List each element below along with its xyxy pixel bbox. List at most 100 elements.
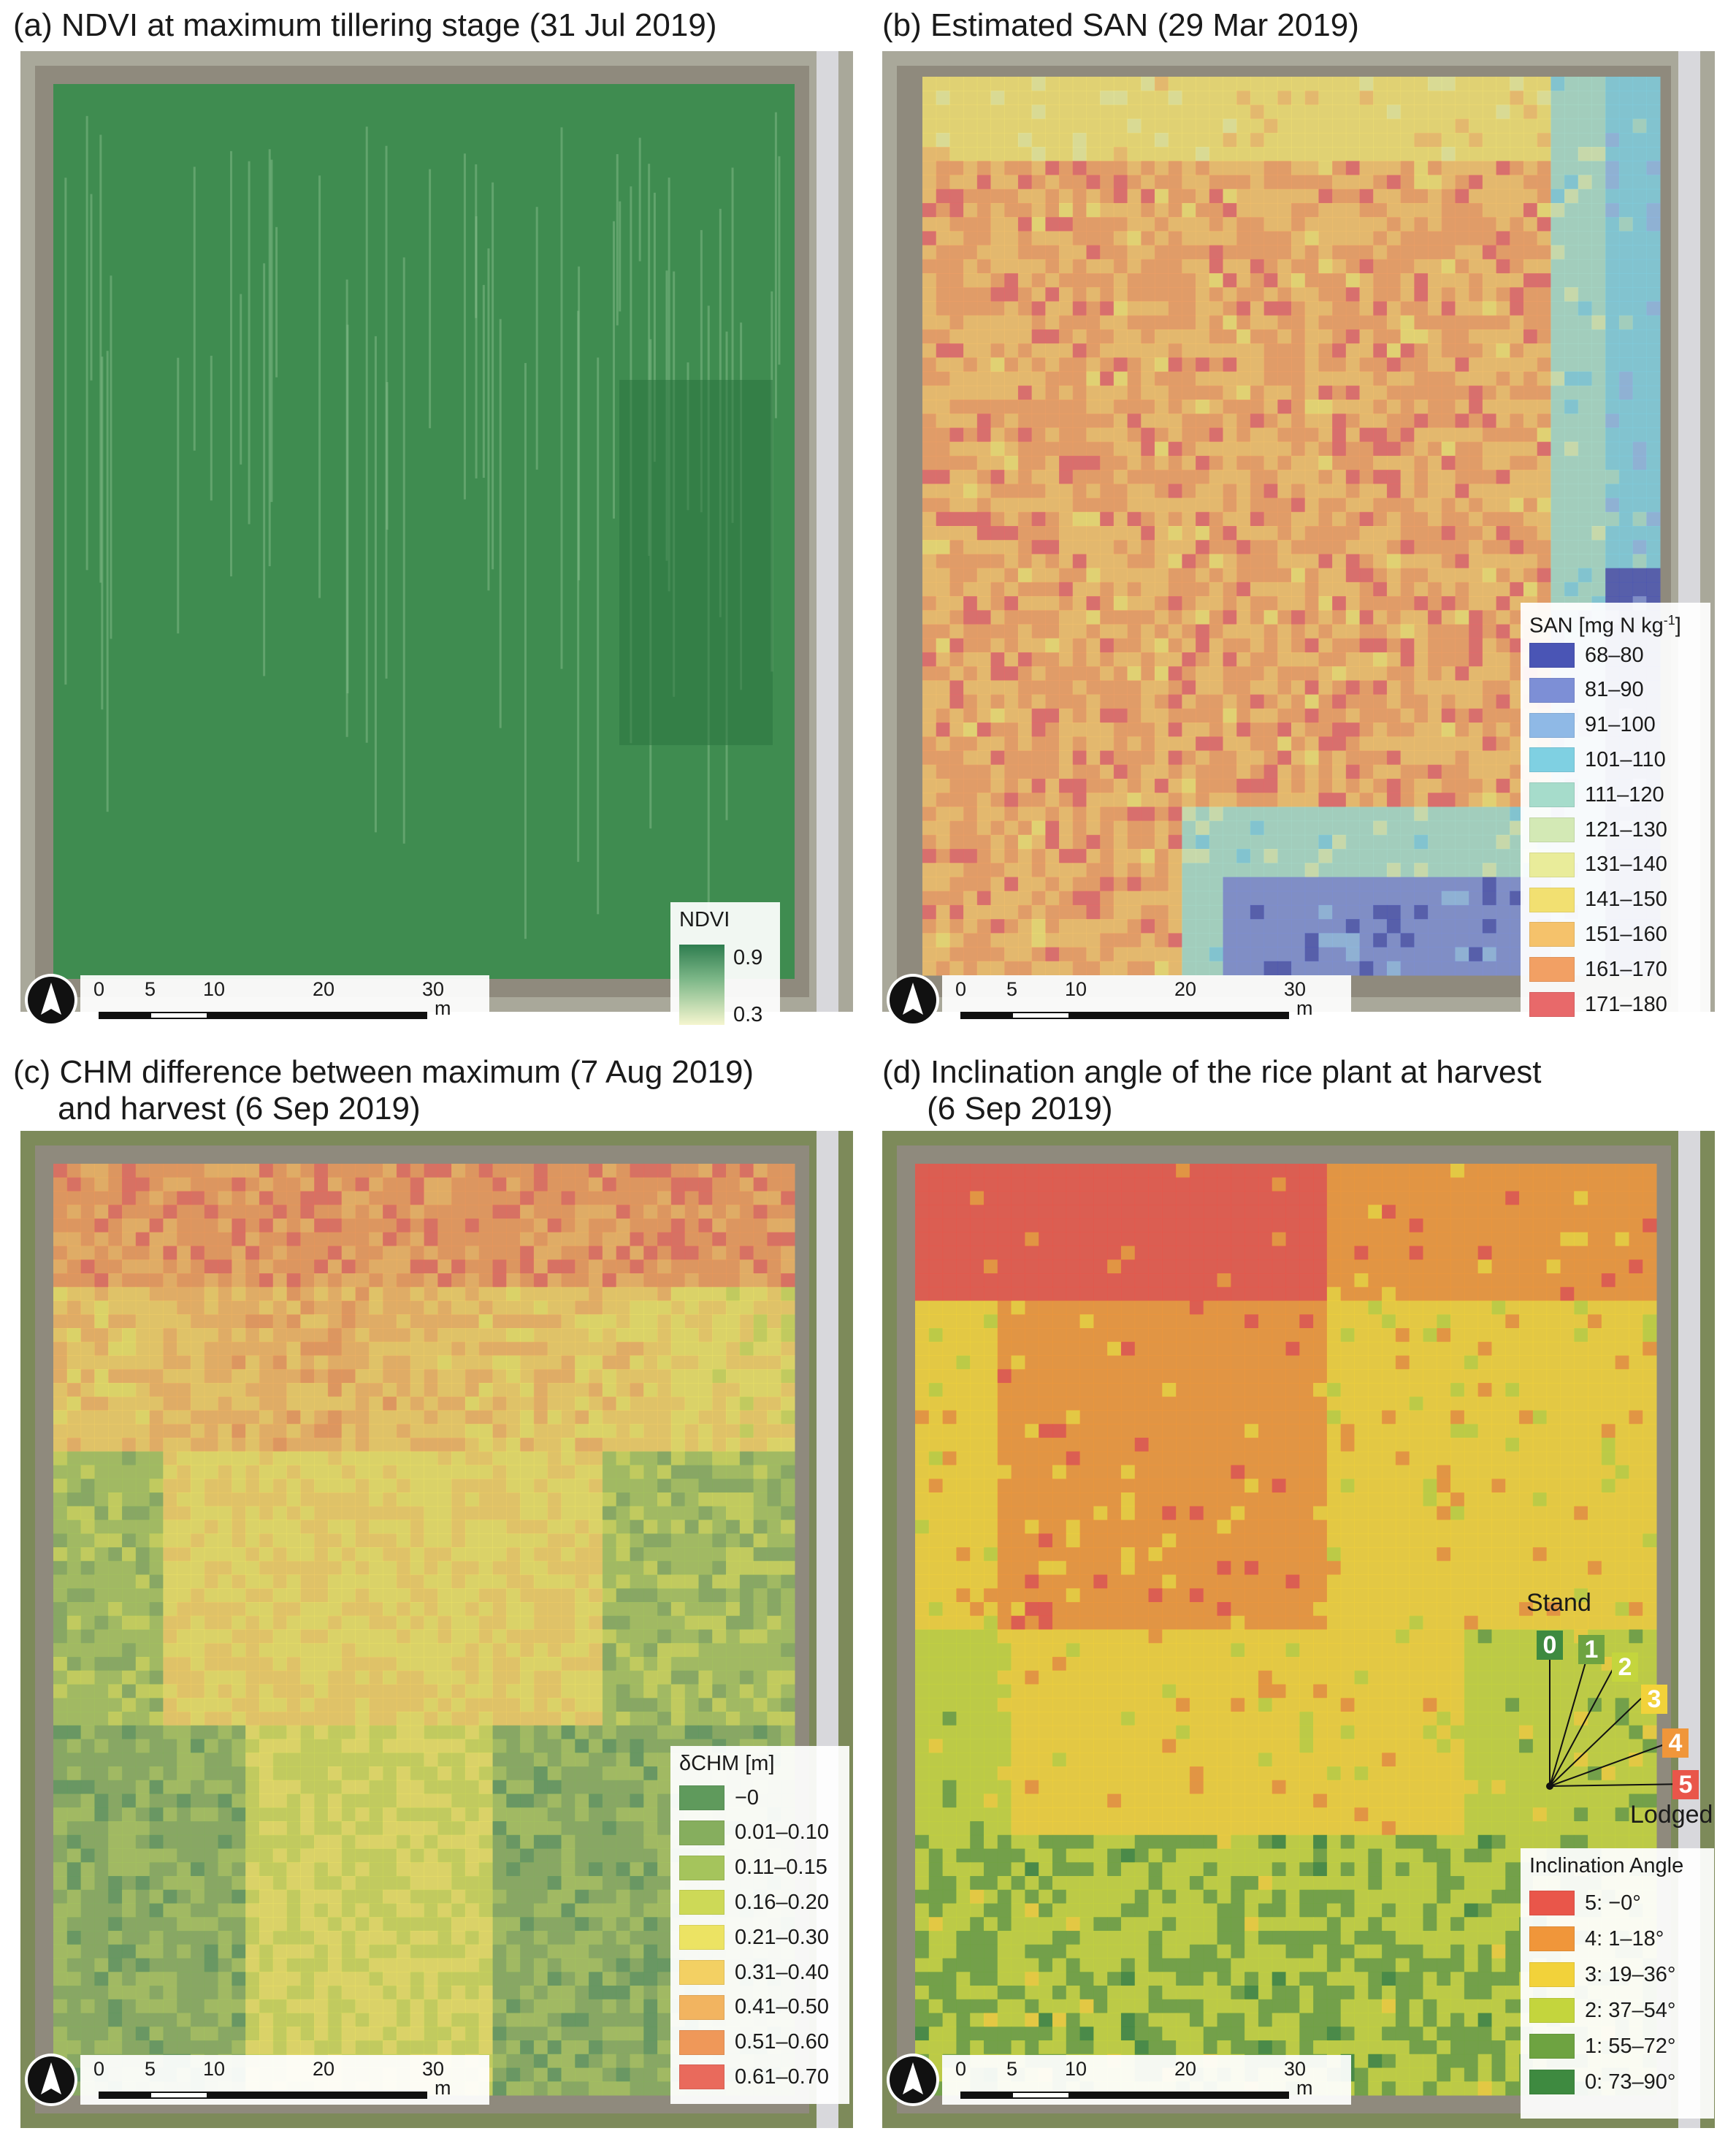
- raster-cell: [1209, 91, 1223, 105]
- raster-cell: [1332, 764, 1347, 779]
- raster-cell: [1414, 582, 1429, 597]
- raster-cell: [135, 1369, 150, 1384]
- raster-cell: [1523, 259, 1538, 274]
- raster-cell: [1414, 132, 1429, 148]
- raster-cell: [1072, 778, 1087, 793]
- raster-cell: [1277, 554, 1292, 569]
- raster-cell: [108, 1164, 123, 1178]
- raster-cell: [1441, 77, 1456, 91]
- raster-cell: [589, 1177, 603, 1191]
- raster-cell: [547, 1259, 562, 1274]
- raster-cell: [963, 511, 978, 527]
- raster-cell: [1141, 722, 1155, 737]
- raster-cell: [355, 1506, 370, 1520]
- raster-cell: [1196, 413, 1210, 428]
- raster-cell: [1318, 357, 1333, 373]
- raster-cell: [1113, 301, 1128, 316]
- raster-cell: [949, 793, 964, 807]
- raster-cell: [272, 1273, 288, 1288]
- raster-cell: [1004, 301, 1019, 316]
- raster-cell: [1127, 652, 1142, 667]
- raster-cell: [575, 1191, 589, 1205]
- raster-cell: [561, 1328, 576, 1343]
- raster-cell: [1154, 624, 1169, 639]
- raster-cell: [1127, 470, 1142, 484]
- raster-cell: [1045, 610, 1060, 625]
- raster-cell: [1263, 863, 1278, 877]
- raster-cell: [314, 1246, 329, 1260]
- raster-cell: [1017, 877, 1033, 892]
- raster-cell: [684, 1506, 699, 1520]
- raster-cell: [1386, 400, 1402, 414]
- raster-cell: [1469, 104, 1483, 120]
- raster-cell: [1263, 217, 1278, 232]
- raster-cell: [533, 1205, 548, 1219]
- raster-cell: [506, 1506, 521, 1520]
- raster-cell: [936, 484, 950, 499]
- raster-cell: [1017, 554, 1033, 569]
- ndvi-light-streak: [731, 167, 734, 523]
- raster-cell: [963, 947, 978, 962]
- raster-cell: [53, 1492, 68, 1507]
- raster-cell: [1017, 526, 1033, 541]
- raster-cell: [1291, 834, 1306, 850]
- raster-cell: [1591, 554, 1606, 569]
- raster-cell: [963, 638, 978, 653]
- raster-cell: [1469, 385, 1483, 400]
- raster-cell: [108, 1300, 123, 1315]
- raster-cell: [1455, 933, 1469, 948]
- raster-cell: [1182, 217, 1196, 232]
- raster-cell: [135, 1396, 150, 1411]
- raster-cell: [726, 1314, 741, 1329]
- raster-cell: [1332, 540, 1347, 554]
- raster-cell: [1455, 413, 1469, 428]
- raster-cell: [1263, 834, 1278, 850]
- raster-cell: [1510, 273, 1524, 288]
- raster-cell: [1100, 849, 1114, 863]
- raster-cell: [1113, 329, 1128, 344]
- raster-cell: [149, 1451, 164, 1465]
- raster-cell: [1564, 484, 1579, 499]
- raster-cell: [177, 1383, 191, 1398]
- raster-cell: [1386, 455, 1402, 470]
- raster-cell: [1141, 104, 1155, 120]
- raster-cell: [1072, 245, 1087, 260]
- raster-cell: [976, 77, 992, 91]
- raster-cell: [1469, 413, 1483, 428]
- raster-cell: [1400, 750, 1415, 766]
- raster-cell: [1332, 610, 1347, 625]
- raster-cell: [300, 1259, 315, 1274]
- raster-cell: [1646, 188, 1661, 204]
- raster-cell: [520, 1191, 535, 1205]
- raster-cell: [1591, 329, 1606, 344]
- raster-cell: [990, 511, 1005, 527]
- raster-cell: [1304, 807, 1319, 822]
- raster-cell: [259, 1205, 274, 1219]
- raster-cell: [990, 666, 1005, 681]
- raster-cell: [53, 1451, 68, 1465]
- raster-cell: [1400, 77, 1415, 91]
- raster-cell: [1632, 427, 1647, 443]
- raster-cell: [1332, 778, 1347, 793]
- raster-cell: [437, 1520, 452, 1534]
- raster-cell: [936, 357, 950, 373]
- raster-cell: [1496, 666, 1510, 681]
- raster-cell: [936, 147, 950, 161]
- raster-cell: [1345, 259, 1361, 274]
- raster-cell: [1223, 877, 1237, 892]
- raster-cell: [963, 427, 978, 443]
- raster-cell: [1031, 202, 1046, 218]
- raster-cell: [963, 161, 978, 176]
- raster-cell: [1045, 736, 1060, 751]
- raster-cell: [1400, 470, 1415, 484]
- raster-cell: [1550, 104, 1565, 120]
- raster-cell: [1182, 511, 1196, 527]
- raster-cell: [1291, 554, 1306, 569]
- raster-cell: [314, 1314, 329, 1329]
- raster-cell: [1373, 624, 1388, 639]
- raster-cell: [108, 1273, 123, 1288]
- raster-cell: [492, 1246, 507, 1260]
- raster-cell: [1072, 427, 1087, 443]
- raster-cell: [232, 1286, 246, 1301]
- raster-cell: [1304, 231, 1319, 246]
